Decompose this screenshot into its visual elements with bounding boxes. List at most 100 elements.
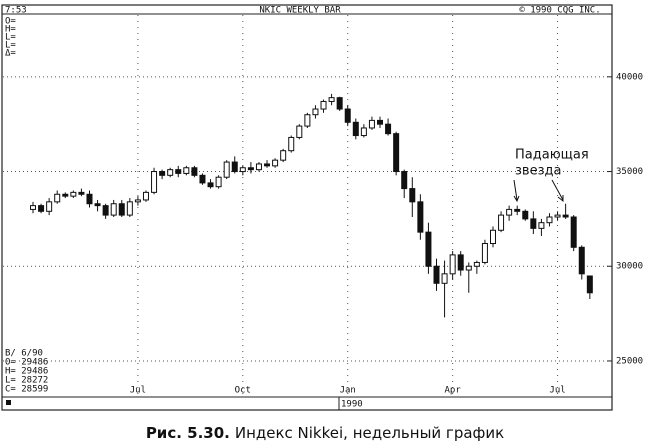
candle-body <box>304 114 311 127</box>
ohlc-label: H= 29486 <box>5 367 48 377</box>
candle-body <box>46 201 53 212</box>
candle-body <box>320 100 327 110</box>
candle-body <box>94 203 101 207</box>
candle-body <box>175 169 182 174</box>
candle-body <box>239 167 246 173</box>
candle-body <box>385 123 392 135</box>
ohlc-label: L= 28272 <box>5 376 48 386</box>
x-tick-label: Apr <box>445 386 462 396</box>
candle-body <box>102 205 109 216</box>
x-tick-label: Jan <box>340 386 356 396</box>
caption-text: Индекс Nikkei, недельный график <box>235 424 504 442</box>
annotation: Падающая <box>515 148 589 163</box>
candle-body <box>328 97 335 102</box>
candle-body <box>586 275 593 294</box>
ohlc-label: O= 29486 <box>5 358 48 368</box>
candle-body <box>134 199 141 203</box>
candle-body <box>159 171 166 176</box>
candle-body <box>578 246 585 275</box>
candle-body <box>441 273 448 284</box>
candle-body <box>38 205 45 212</box>
candle-body <box>118 203 125 216</box>
annotation-arrow <box>513 179 520 203</box>
candle-body <box>538 222 545 229</box>
candle-body <box>62 193 69 197</box>
candle-body <box>247 167 254 171</box>
candle-body <box>151 171 158 193</box>
candle-body <box>54 193 61 203</box>
candle-body <box>489 229 496 245</box>
candle-body <box>264 163 271 167</box>
y-tick-label: 40000 <box>616 72 643 82</box>
candle-body <box>30 205 36 210</box>
candle-body <box>530 218 537 229</box>
candle-body <box>562 214 569 218</box>
candle-body <box>368 119 375 129</box>
candle-body <box>126 201 133 216</box>
info-label: L= <box>5 33 16 43</box>
candle-body <box>522 210 529 220</box>
info-label: H= <box>5 25 16 35</box>
candle-body <box>231 161 238 173</box>
info-label: O= <box>5 17 16 27</box>
y-tick-label: 25000 <box>616 356 643 366</box>
candle-body <box>207 182 214 188</box>
y-tick-label: 30000 <box>616 262 643 272</box>
x-tick-label: Oct <box>235 386 251 396</box>
x-tick-label: Jul <box>549 386 565 396</box>
annotation: звезда <box>515 164 561 179</box>
year-label: 1990 <box>341 400 363 410</box>
candle-body <box>465 265 472 271</box>
candle-body <box>312 108 319 116</box>
candle-body <box>86 193 93 205</box>
candle-body <box>142 191 149 201</box>
caption-label: Рис. 5.30. <box>146 424 230 442</box>
candle-body <box>360 127 367 137</box>
candle-body <box>255 163 262 171</box>
frame <box>1 4 613 411</box>
candle-body <box>288 136 295 152</box>
candle-body <box>417 201 424 233</box>
candle-body <box>498 214 505 231</box>
candle-body <box>167 169 174 176</box>
candle-body <box>110 203 117 216</box>
candle-body <box>336 97 343 110</box>
chart-title: NKIC WEEKLY BAR <box>259 6 341 16</box>
candle-body <box>570 216 577 248</box>
info-label: L= <box>5 41 16 51</box>
scroll-marker <box>6 400 11 405</box>
info-label: Δ= <box>5 49 16 59</box>
candle-body <box>554 214 561 218</box>
candle-body <box>199 174 206 184</box>
caption: Рис. 5.30. Индекс Nikkei, недельный графи… <box>146 424 504 442</box>
candle-body <box>546 216 553 224</box>
candle-body <box>183 167 190 174</box>
candle-body <box>514 208 521 212</box>
candle-body <box>481 243 488 263</box>
candle-body <box>425 231 432 267</box>
candle-body <box>70 191 77 197</box>
candle-body <box>352 121 359 137</box>
time: 7:53 <box>5 6 27 16</box>
candle-body <box>215 176 222 188</box>
candle-body <box>377 119 384 125</box>
candle-body <box>409 188 416 203</box>
candle-body <box>296 125 303 138</box>
candle-body <box>457 254 464 271</box>
date-label: B/ 6/90 <box>5 349 43 359</box>
x-tick-label: Jul <box>130 386 146 396</box>
candle-body <box>506 208 513 216</box>
candle-body <box>78 191 85 195</box>
candle-body <box>449 254 456 275</box>
candle-body <box>272 159 279 167</box>
candle-body <box>401 171 408 190</box>
candle-body <box>280 150 287 161</box>
candle-body <box>393 133 400 173</box>
candle-body <box>473 261 480 267</box>
candle-body <box>223 161 230 178</box>
ohlc-label: C= 28599 <box>5 385 48 395</box>
copyright: © 1990 CQG INC. <box>519 6 600 16</box>
candle-body <box>191 167 198 176</box>
